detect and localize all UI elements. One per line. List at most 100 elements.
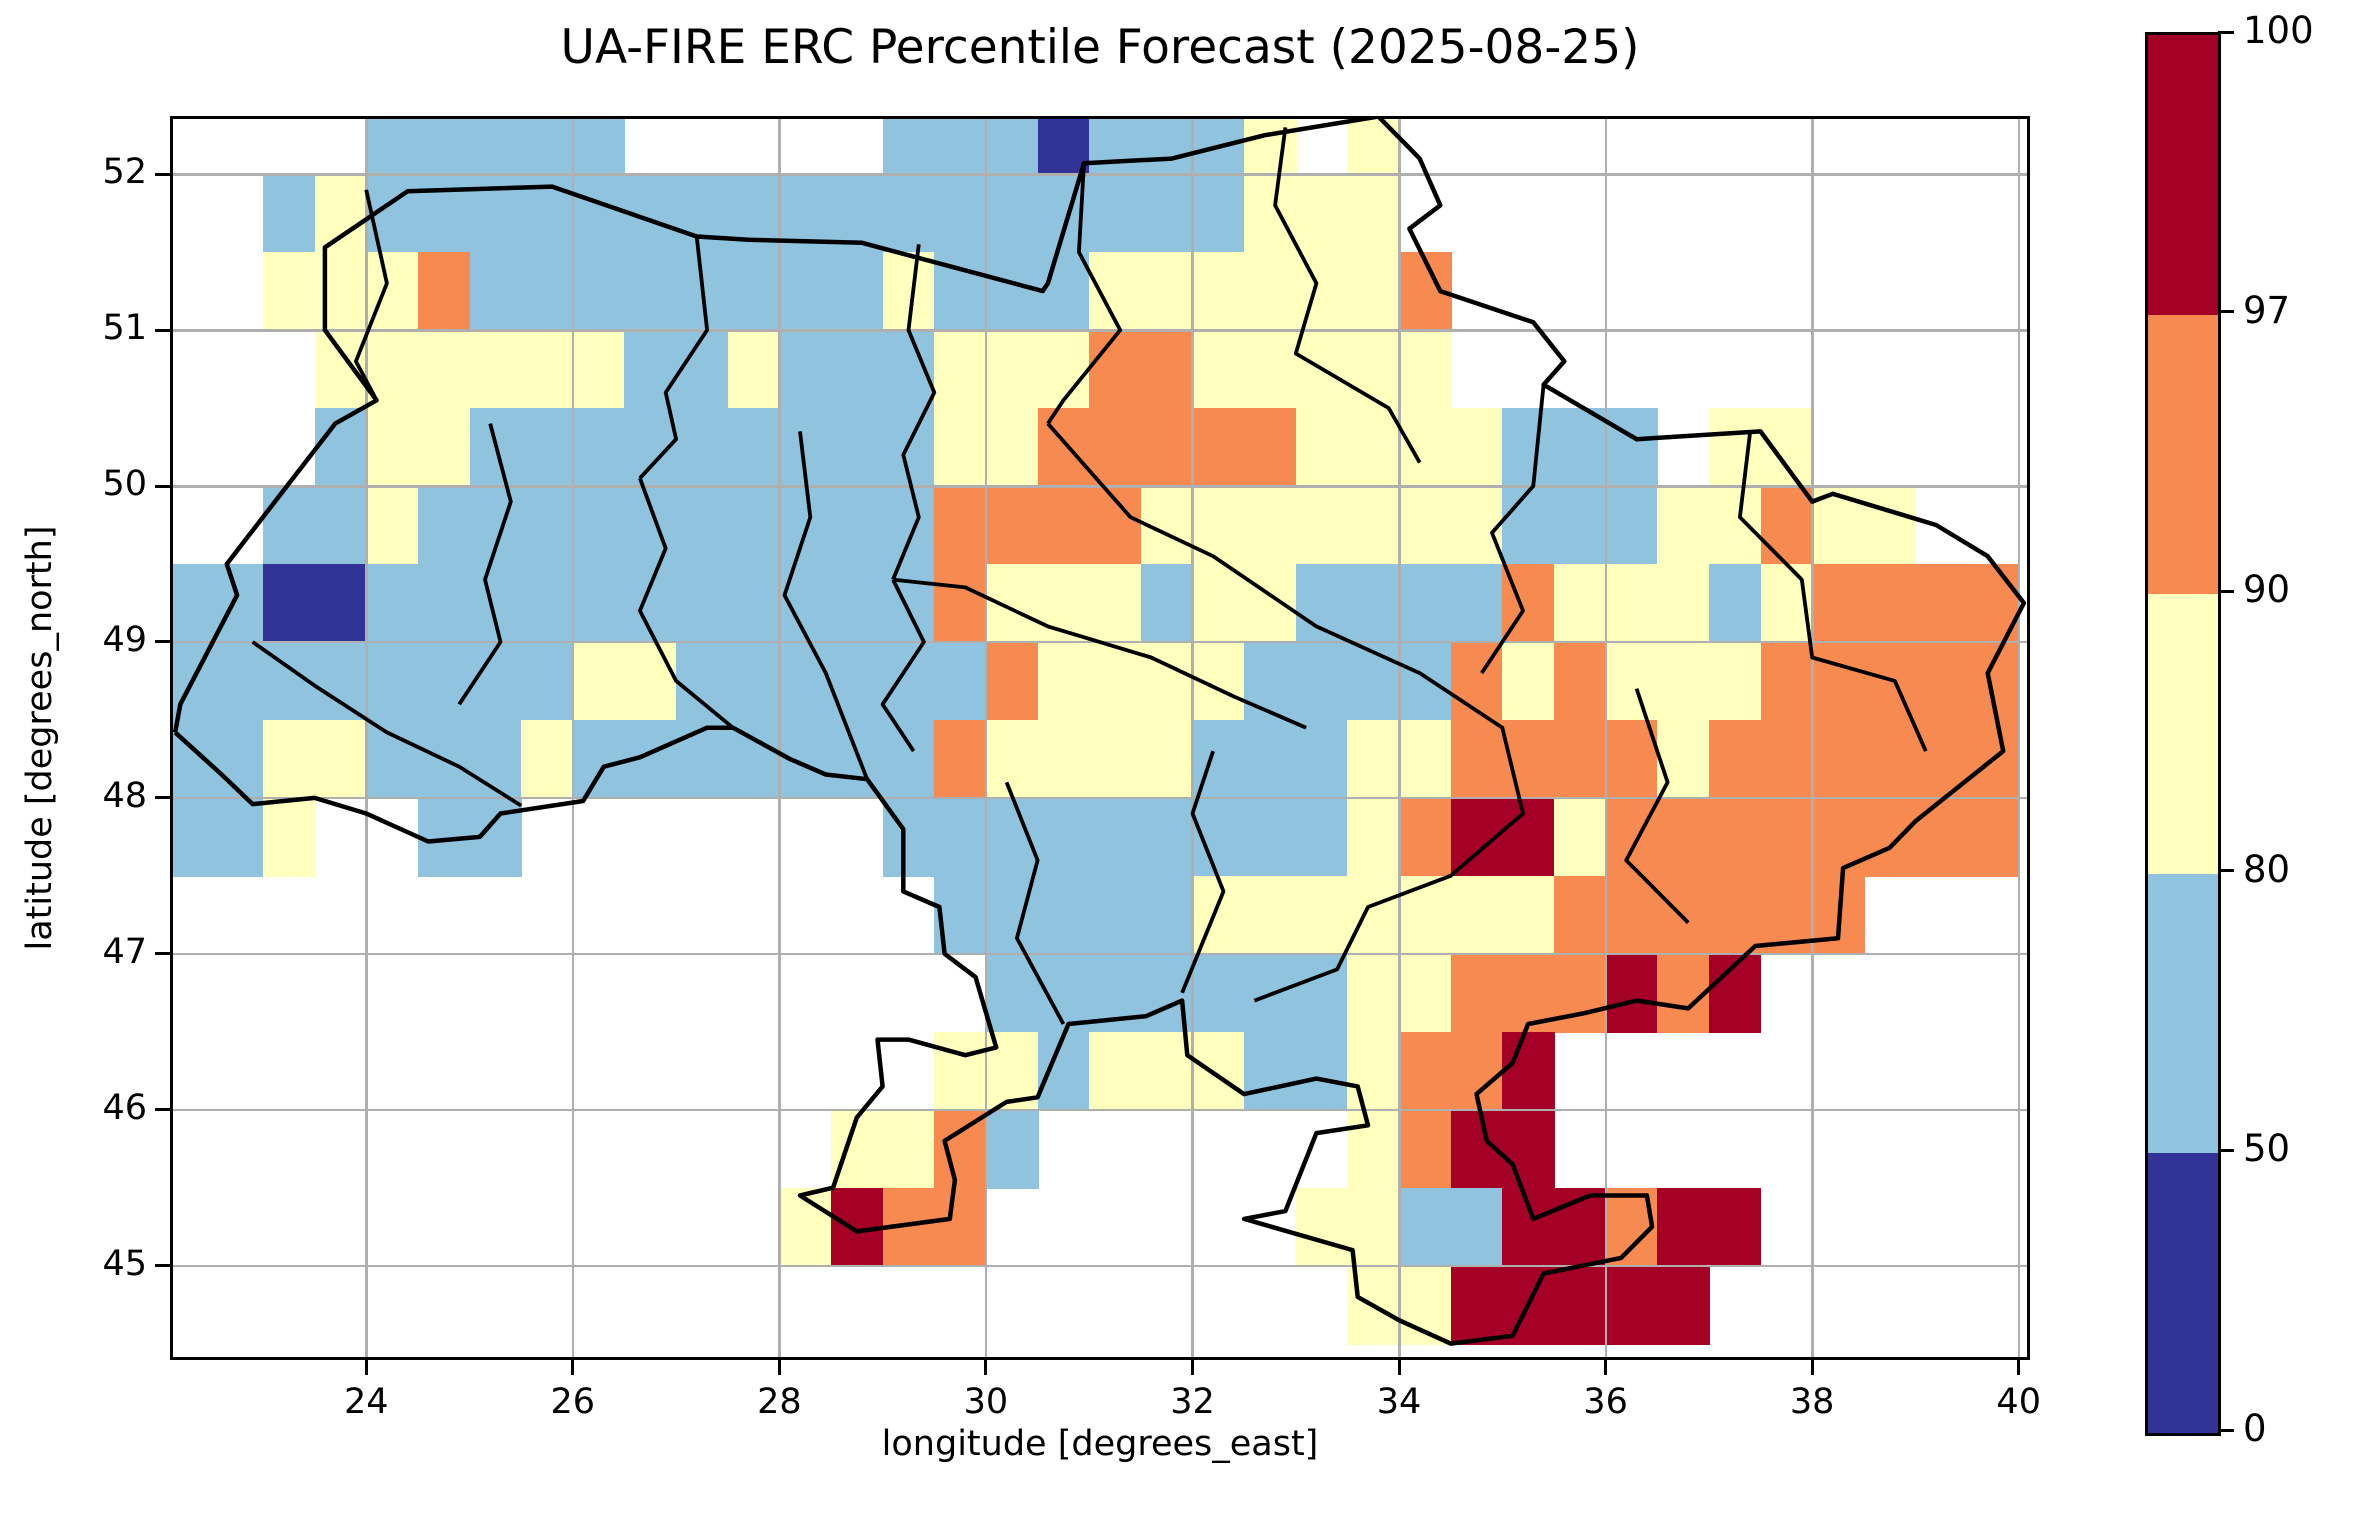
- x-tick-mark: [1190, 1360, 1194, 1375]
- raster-cell: [1450, 875, 1504, 955]
- raster-cell: [985, 330, 1039, 410]
- internal-border: [637, 477, 735, 730]
- raster-cell: [417, 563, 471, 643]
- y-tick-mark: [155, 172, 170, 176]
- raster-cell: [1347, 563, 1401, 643]
- colorbar-tick-label: 0: [2243, 1407, 2267, 1450]
- raster-cell: [1399, 1031, 1452, 1111]
- gridline-horizontal: [170, 1264, 2030, 1268]
- raster-cell: [1708, 486, 1762, 565]
- y-tick-label: 51: [102, 308, 147, 349]
- colorbar-tick-label: 100: [2243, 9, 2314, 52]
- x-tick-mark: [571, 1360, 575, 1375]
- y-tick-label: 50: [102, 464, 147, 505]
- raster-cell: [1399, 875, 1452, 955]
- raster-cell: [1450, 563, 1504, 643]
- colorbar-segment: [2148, 35, 2218, 315]
- x-tick-label: 26: [550, 1382, 596, 1422]
- raster-cell: [1347, 116, 1401, 176]
- oblast-borders: [172, 116, 2027, 1346]
- raster-cell: [1502, 797, 1555, 877]
- gridline-vertical: [1398, 116, 1401, 1360]
- x-tick-label: 32: [1170, 1382, 1215, 1422]
- internal-border: [1738, 431, 1928, 752]
- gridline-vertical: [2017, 116, 2021, 1360]
- raster-cell: [366, 486, 419, 565]
- raster-cell: [1605, 563, 1659, 643]
- raster-cell: [1605, 875, 1659, 955]
- x-tick-label: 36: [1583, 1382, 1628, 1422]
- colorbar-tick-mark: [2218, 30, 2234, 34]
- internal-border: [1480, 384, 1546, 675]
- y-axis-label: latitude [degrees_north]: [20, 525, 60, 951]
- internal-border: [1180, 750, 1226, 994]
- x-tick-label: 34: [1376, 1382, 1422, 1422]
- x-tick-mark: [1604, 1360, 1608, 1375]
- raster-cell: [417, 330, 471, 410]
- raster-cell: [1553, 641, 1607, 721]
- raster-cell: [417, 641, 471, 721]
- raster-cell: [572, 641, 626, 721]
- colorbar-tick-mark: [2218, 310, 2234, 314]
- raster-cell: [1605, 641, 1659, 721]
- raster-cell: [1089, 797, 1142, 877]
- raster-cell: [521, 116, 574, 176]
- raster-cell: [934, 1031, 987, 1111]
- raster-cell: [1244, 641, 1297, 721]
- y-tick-mark: [155, 1108, 170, 1112]
- raster-cell: [1967, 797, 2020, 877]
- raster-cell: [1553, 1265, 1607, 1345]
- y-tick-mark: [155, 328, 170, 332]
- raster-cell: [366, 408, 419, 487]
- raster-cell: [830, 563, 884, 643]
- y-tick-mark: [155, 1264, 170, 1268]
- raster-cell: [1037, 797, 1091, 877]
- raster-cell: [934, 719, 987, 799]
- raster-cell: [727, 408, 781, 487]
- internal-border: [1046, 163, 1123, 425]
- raster-cell: [170, 563, 213, 643]
- raster-cell: [1553, 563, 1607, 643]
- raster-cell: [676, 719, 729, 799]
- gridline-vertical: [1811, 116, 1814, 1360]
- raster-cell: [1089, 641, 1142, 721]
- raster-cell: [830, 408, 884, 487]
- raster-cell: [1347, 1031, 1401, 1111]
- raster-cell: [1657, 1265, 1710, 1345]
- raster-cell: [1708, 719, 1762, 799]
- raster-cell: [1708, 408, 1762, 487]
- raster-cell: [1399, 1109, 1452, 1189]
- raster-cell: [676, 408, 729, 487]
- raster-cell: [1244, 563, 1297, 643]
- raster-cell: [934, 408, 987, 487]
- raster-cell: [1605, 408, 1659, 487]
- raster-cell: [262, 252, 316, 332]
- raster-cell: [1553, 408, 1607, 487]
- raster-cell: [1812, 719, 1865, 799]
- raster-cell: [572, 408, 626, 487]
- gridline-horizontal: [170, 329, 2030, 332]
- raster-cell: [1140, 252, 1194, 332]
- raster-cell: [985, 1109, 1039, 1189]
- raster-cell: [1399, 563, 1452, 643]
- raster-cell: [572, 563, 626, 643]
- raster-cell: [1244, 486, 1297, 565]
- raster-cell: [1450, 1265, 1504, 1345]
- raster-cell: [727, 719, 781, 799]
- raster-cell: [1089, 330, 1142, 410]
- raster-cell: [469, 116, 523, 176]
- gridline-horizontal: [170, 796, 2030, 800]
- raster-cell: [676, 330, 729, 410]
- raster-cell: [1192, 1031, 1246, 1111]
- raster-cell: [1708, 875, 1762, 955]
- raster-cell: [985, 641, 1039, 721]
- raster-cell: [417, 486, 471, 565]
- raster-cell: [1708, 797, 1762, 877]
- x-tick-label: 24: [343, 1382, 389, 1422]
- raster-cell: [1192, 330, 1246, 410]
- x-tick-mark: [364, 1360, 368, 1375]
- raster-cell: [1244, 797, 1297, 877]
- raster-cell: [572, 486, 626, 565]
- raster-cell: [1760, 408, 1814, 487]
- raster-cell: [779, 641, 832, 721]
